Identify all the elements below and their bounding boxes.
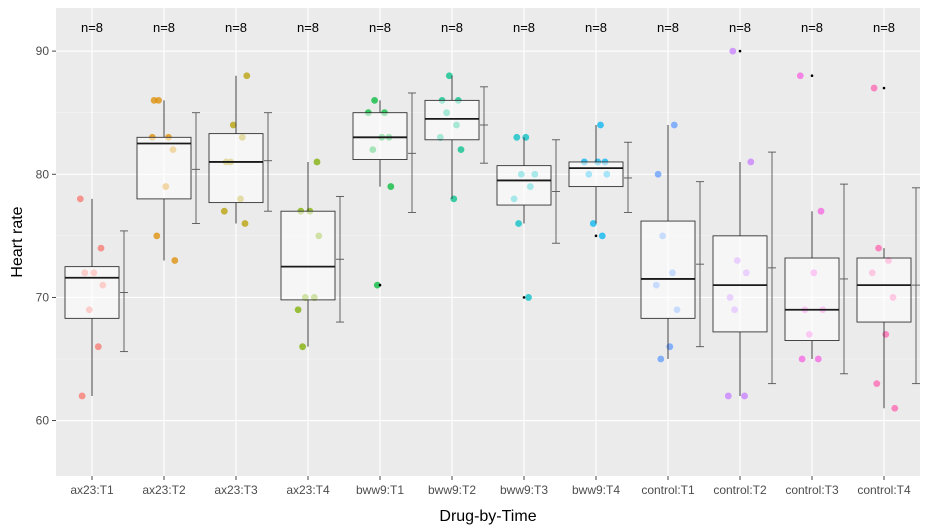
- data-point: [150, 96, 158, 104]
- sample-size-label: n=8: [297, 20, 319, 35]
- box: [64, 266, 120, 319]
- data-point: [870, 84, 878, 92]
- data-point: [153, 232, 161, 240]
- outlier-point: [810, 74, 814, 78]
- x-axis: ax23:T1 ax23:T2 ax23:T3 ax23:T4 bww9:T1 bww9:…: [70, 476, 911, 497]
- y-tick-label: 60: [36, 414, 50, 428]
- x-tick-label: bww9:T3: [500, 483, 548, 497]
- data-point: [220, 207, 228, 215]
- data-point: [654, 170, 662, 178]
- data-point: [724, 392, 732, 400]
- interval-bars: [120, 86, 920, 385]
- data-point: [747, 158, 755, 166]
- outlier-point: [378, 283, 382, 287]
- sample-size-label: n=8: [729, 20, 751, 35]
- data-point: [598, 232, 606, 240]
- outlier-point: [594, 234, 598, 238]
- x-tick-label: ax23:T4: [286, 483, 330, 497]
- sample-size-label: n=8: [657, 20, 679, 35]
- x-tick-label: control:T1: [641, 483, 695, 497]
- box: [280, 210, 336, 301]
- data-point: [513, 133, 521, 141]
- y-tick-label: 70: [36, 290, 50, 304]
- data-point: [387, 183, 395, 190]
- data-point: [371, 96, 378, 104]
- sample-size-label: n=8: [369, 20, 391, 35]
- box: [856, 257, 912, 323]
- box: [568, 161, 624, 188]
- data-point: [450, 195, 458, 203]
- x-tick-label: control:T2: [713, 483, 767, 497]
- boxes: [64, 49, 912, 409]
- sample-size-label: n=8: [801, 20, 823, 35]
- data-point: [796, 72, 804, 80]
- data-point: [457, 146, 465, 154]
- x-tick-label: bww9:T1: [356, 483, 404, 497]
- data-point: [666, 343, 674, 351]
- data-point: [657, 355, 665, 363]
- x-tick-label: control:T3: [785, 483, 839, 497]
- sample-size-label: n=8: [153, 20, 175, 35]
- data-point: [229, 121, 237, 129]
- data-point: [814, 355, 822, 363]
- outlier-point: [738, 49, 742, 53]
- y-axis: 60 70 80 90: [36, 44, 56, 428]
- data-point: [445, 72, 453, 80]
- sample-size-label: n=8: [225, 20, 247, 35]
- data-point: [78, 392, 86, 400]
- data-point: [313, 158, 321, 166]
- x-tick-label: ax23:T3: [214, 483, 258, 497]
- data-point: [873, 380, 881, 388]
- data-point: [817, 207, 825, 215]
- box: [712, 235, 768, 333]
- box: [136, 136, 192, 200]
- box: [784, 257, 840, 341]
- data-point: [97, 244, 105, 252]
- data-point: [798, 355, 806, 363]
- data-point: [589, 220, 597, 227]
- x-tick-label: ax23:T2: [142, 483, 186, 497]
- data-point: [299, 343, 306, 351]
- box: [424, 99, 480, 141]
- x-axis-title: Drug-by-Time: [439, 508, 536, 525]
- data-point: [76, 195, 84, 203]
- data-point: [525, 294, 532, 301]
- sample-size-label: n=8: [585, 20, 607, 35]
- x-tick-label: bww9:T2: [428, 483, 476, 497]
- data-point: [891, 404, 899, 412]
- box: [640, 220, 696, 319]
- data-point: [882, 330, 890, 338]
- outlier-point: [522, 296, 526, 299]
- data-point: [94, 343, 102, 351]
- sample-size-label: n=8: [81, 20, 103, 35]
- x-tick-label: ax23:T1: [70, 483, 114, 497]
- sample-size-label: n=8: [873, 20, 895, 35]
- data-point: [875, 244, 882, 252]
- data-point: [522, 133, 530, 141]
- sample-size-label: n=8: [513, 20, 535, 35]
- data-point: [373, 281, 381, 289]
- data-point: [515, 220, 522, 227]
- sample-size-label: n=8: [441, 20, 463, 35]
- data-point: [171, 257, 179, 264]
- data-point: [241, 220, 249, 227]
- data-point: [729, 47, 737, 55]
- plot-panel: [56, 8, 920, 476]
- y-tick-label: 90: [36, 44, 50, 58]
- y-tick-label: 80: [36, 167, 50, 181]
- box: [496, 165, 552, 206]
- y-axis-title: Heart rate: [9, 206, 26, 277]
- outlier-point: [882, 86, 886, 90]
- data-point: [597, 121, 604, 129]
- box: [352, 112, 408, 160]
- data-point: [741, 392, 748, 400]
- x-tick-label: bww9:T4: [572, 483, 620, 497]
- data-point: [670, 121, 678, 129]
- box: [208, 133, 264, 204]
- data-point: [243, 72, 251, 80]
- data-point: [294, 306, 302, 314]
- sample-size-labels: n=8 n=8 n=8 n=8 n=8 n=8 n=8 n=8 n=8 n=8 n=8 n=8: [81, 20, 895, 35]
- x-tick-label: control:T4: [857, 483, 911, 497]
